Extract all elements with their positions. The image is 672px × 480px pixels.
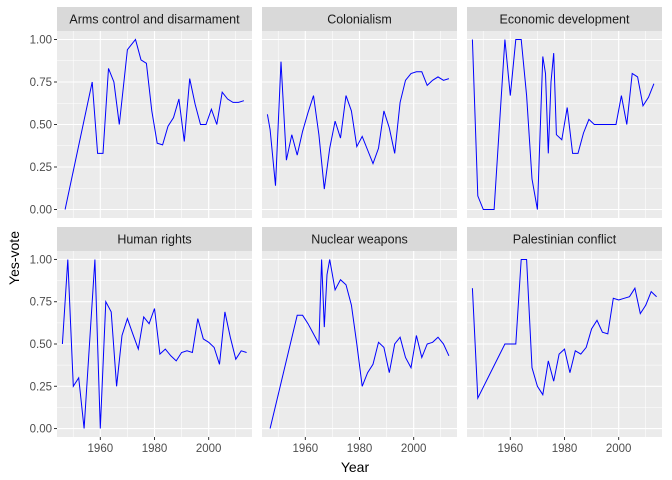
facet-strip [467, 7, 662, 31]
y-tick-label: 0.25 [30, 381, 52, 393]
y-axis-label: Yes-vote [6, 231, 22, 285]
series-line [471, 259, 657, 401]
y-tick-label: 0.50 [30, 339, 52, 351]
series-line [266, 61, 450, 190]
y-tick-label: 0.00 [30, 205, 52, 217]
facet-strip-label: Human rights [117, 233, 191, 247]
y-tick-label: 1.00 [30, 254, 52, 266]
x-axis-label: Year [341, 459, 370, 475]
facet-strip-label: Palestinian conflict [513, 233, 617, 247]
facet-strip [262, 7, 457, 31]
facet-strip [57, 7, 252, 31]
facet-strip-label: Nuclear weapons [311, 233, 408, 247]
facet-panel: Colonialism [262, 7, 457, 218]
series-line [269, 259, 450, 429]
x-tick-label: 1980 [347, 443, 373, 455]
x-tick-label: 1960 [293, 443, 319, 455]
y-tick-label: 0.75 [30, 297, 52, 309]
y-tick-label: 0.75 [30, 77, 52, 89]
x-tick-label: 1960 [88, 443, 114, 455]
facet-panel: Nuclear weapons 1960 1980 2000 [262, 227, 457, 455]
x-tick-label: 1960 [498, 443, 524, 455]
series-line [64, 38, 245, 210]
facet-strip [467, 227, 662, 251]
y-tick-label: 0.25 [30, 162, 52, 174]
facet-strip [57, 227, 252, 251]
x-tick-label: 2000 [401, 443, 427, 455]
facet-strip-label: Economic development [500, 13, 630, 27]
y-tick-label: 1.00 [30, 35, 52, 47]
series-line [61, 259, 247, 429]
facet-strip [262, 227, 457, 251]
facet-panels: Arms control and disarmament 0.00 0.25 0.50… [30, 7, 662, 455]
series-line [471, 39, 655, 210]
x-tick-label: 1980 [552, 443, 578, 455]
facet-panel: Arms control and disarmament 0.00 0.25 0.50… [30, 7, 252, 218]
facet-panel: Human rights 0.00 0.25 0.50 0.75 1.00 1960 1980… [30, 227, 252, 455]
facet-panel: Palestinian conflict 1960 1980 2000 [467, 227, 662, 455]
facet-strip-label: Colonialism [327, 13, 392, 27]
x-tick-label: 2000 [606, 443, 632, 455]
facet-strip-label: Arms control and disarmament [69, 13, 240, 27]
facet-panel: Economic development [467, 7, 662, 218]
x-tick-label: 2000 [196, 443, 222, 455]
x-tick-label: 1980 [142, 443, 168, 455]
y-tick-label: 0.00 [30, 424, 52, 436]
y-tick-label: 0.50 [30, 120, 52, 132]
